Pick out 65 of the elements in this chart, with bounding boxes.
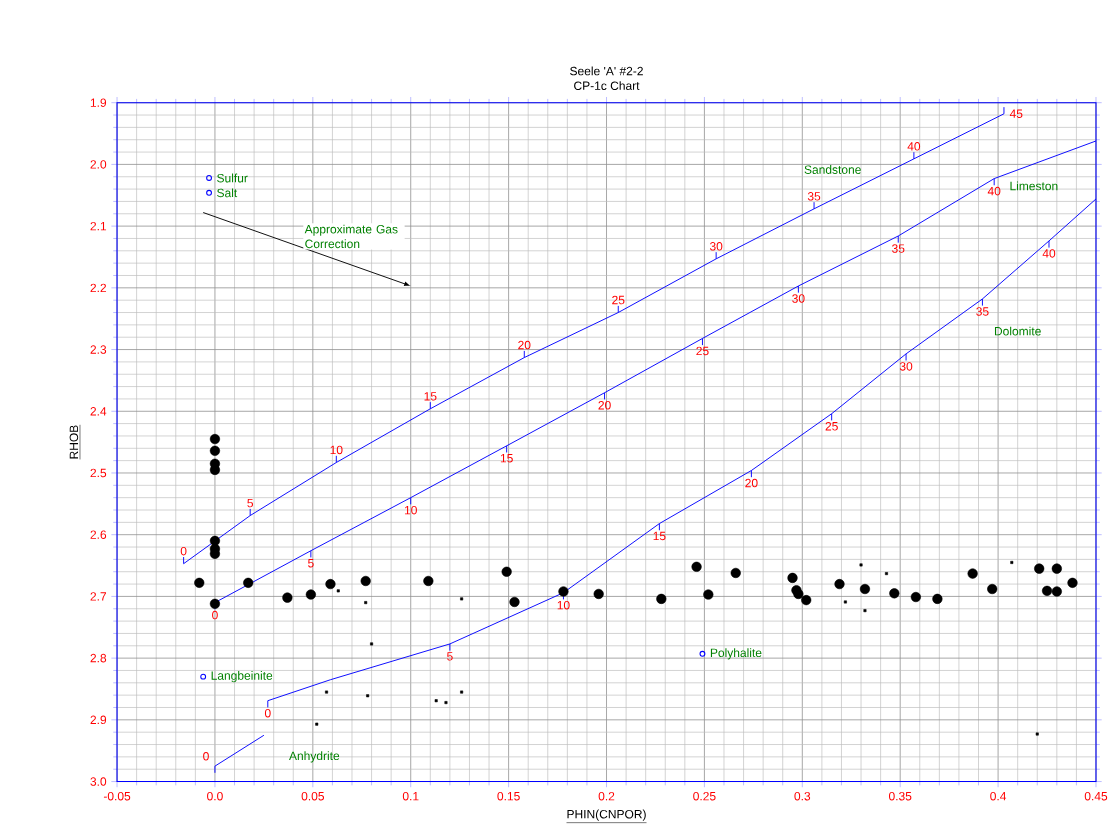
series-label: Polyhalite [710,648,762,660]
x-tick-label: 0.4 [990,792,1007,801]
x-tick-label: 0.25 [693,792,716,801]
annotation: 40 [987,187,1001,196]
text: Anhydrite [289,751,340,763]
x-tick-label: 0.0 [207,792,223,801]
x-axis-title: PHIN(CNPOR) [567,809,646,822]
y-tick-label: 3.0 [90,777,107,787]
annotation: 0 [180,547,187,556]
annotation: 20 [745,478,758,488]
annotation: 25 [612,295,625,305]
annotation: 40 [1042,249,1056,258]
x-tick-label: 0.15 [497,792,520,801]
y-tick-label: 1.9 [90,98,107,108]
x-tick-label: 0.3 [794,792,811,801]
annotation: 25 [825,422,838,431]
x-tick-label: 0.1 [402,792,419,801]
y-tick-label: 2.8 [90,654,107,663]
annotation: 0 [212,611,218,620]
annotation: 25 [696,346,709,356]
x-tick-label: 0.05 [301,792,324,801]
series-label: Langbeinite [211,671,273,683]
annotation: 15 [424,392,437,401]
legend-label: Limeston [1010,181,1058,191]
chart-subtitle: CP-1c Chart [574,81,640,91]
y-tick-label: 2.7 [90,592,107,601]
y-tick-label: 2.0 [90,160,107,169]
annotation: 10 [330,445,343,455]
annotation: 15 [500,454,513,463]
annotation: 35 [976,307,989,316]
series-label: Sulfur [217,173,248,183]
y-tick-label: 2.9 [90,715,107,725]
annotation: 45 [1009,109,1023,119]
annotation: 30 [899,362,913,371]
annotation: 15 [653,532,666,541]
x-tick-label: 0.45 [1084,792,1108,801]
annotation: 30 [709,242,723,251]
annotation: 30 [792,294,805,303]
annotation: Approximate Gas Correction [304,224,398,249]
annotation: 5 [247,499,254,508]
x-tick-label: -0.05 [103,792,131,801]
y-tick-label: 2.6 [90,530,107,540]
y-tick-label: 2.1 [90,222,107,231]
series-label: Sandstone [804,165,861,175]
annotation: 0 [203,752,209,761]
x-tick-label: 0.2 [598,792,615,801]
y-tick-label: 2.4 [90,407,107,416]
annotation: 40 [907,142,921,151]
series-label: Salt [217,188,238,198]
annotation: 5 [308,559,314,568]
y-tick-label: 2.3 [90,345,107,355]
annotation: 35 [807,192,821,201]
x-tick-label: 0.35 [888,792,912,801]
annotation: 0 [264,709,271,718]
text: Dolomite [994,326,1041,336]
y-axis-title: RHOB [69,425,79,459]
y-tick-label: 2.5 [90,468,107,478]
annotation: 5 [447,652,453,661]
y-tick-label: 2.2 [90,283,107,293]
annotation: 20 [518,341,531,350]
chart-title: Seele 'A' #2-2 [570,66,643,76]
annotation: 10 [404,506,417,515]
annotation: 20 [598,401,611,410]
annotation: 35 [892,244,905,253]
annotation: 10 [557,601,570,610]
